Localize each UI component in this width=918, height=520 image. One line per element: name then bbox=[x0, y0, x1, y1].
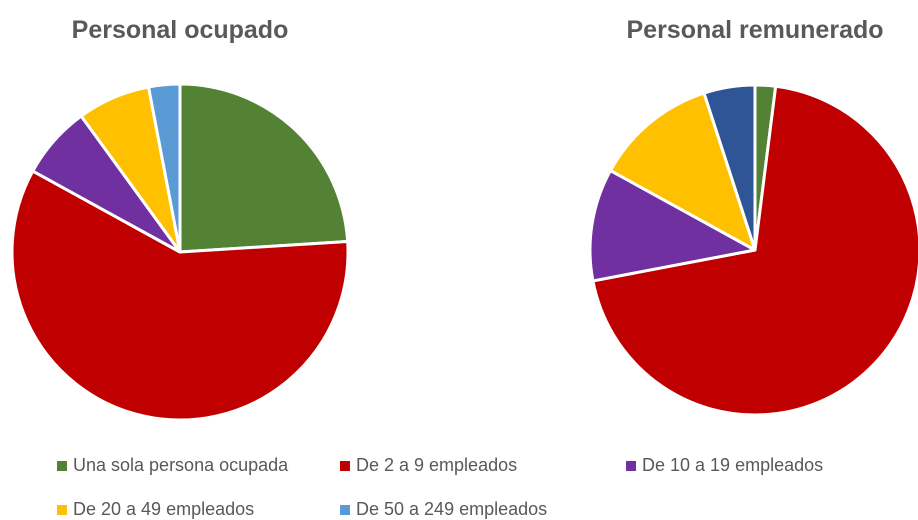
legend-swatch bbox=[340, 461, 350, 471]
legend-label: Una sola persona ocupada bbox=[73, 455, 289, 475]
pie-slice bbox=[147, 82, 182, 254]
pie-slice bbox=[608, 91, 757, 252]
legend-label: De 10 a 19 empleados bbox=[642, 455, 823, 475]
pie-slice bbox=[588, 169, 757, 283]
legend-label: De 2 a 9 empleados bbox=[356, 455, 517, 475]
legend-label: De 20 a 49 empleados bbox=[73, 499, 254, 519]
pie-slice bbox=[10, 169, 350, 422]
legend-swatch bbox=[57, 505, 67, 515]
legend-swatch bbox=[626, 461, 636, 471]
pie-slice bbox=[702, 83, 757, 252]
pie-slice bbox=[178, 82, 350, 254]
legend-swatch bbox=[57, 461, 67, 471]
legend-label: De 50 a 249 empleados bbox=[356, 499, 547, 519]
chart-title: Personal remunerado bbox=[626, 16, 883, 44]
chart-title: Personal ocupado bbox=[72, 16, 289, 44]
legend-swatch bbox=[340, 505, 350, 515]
